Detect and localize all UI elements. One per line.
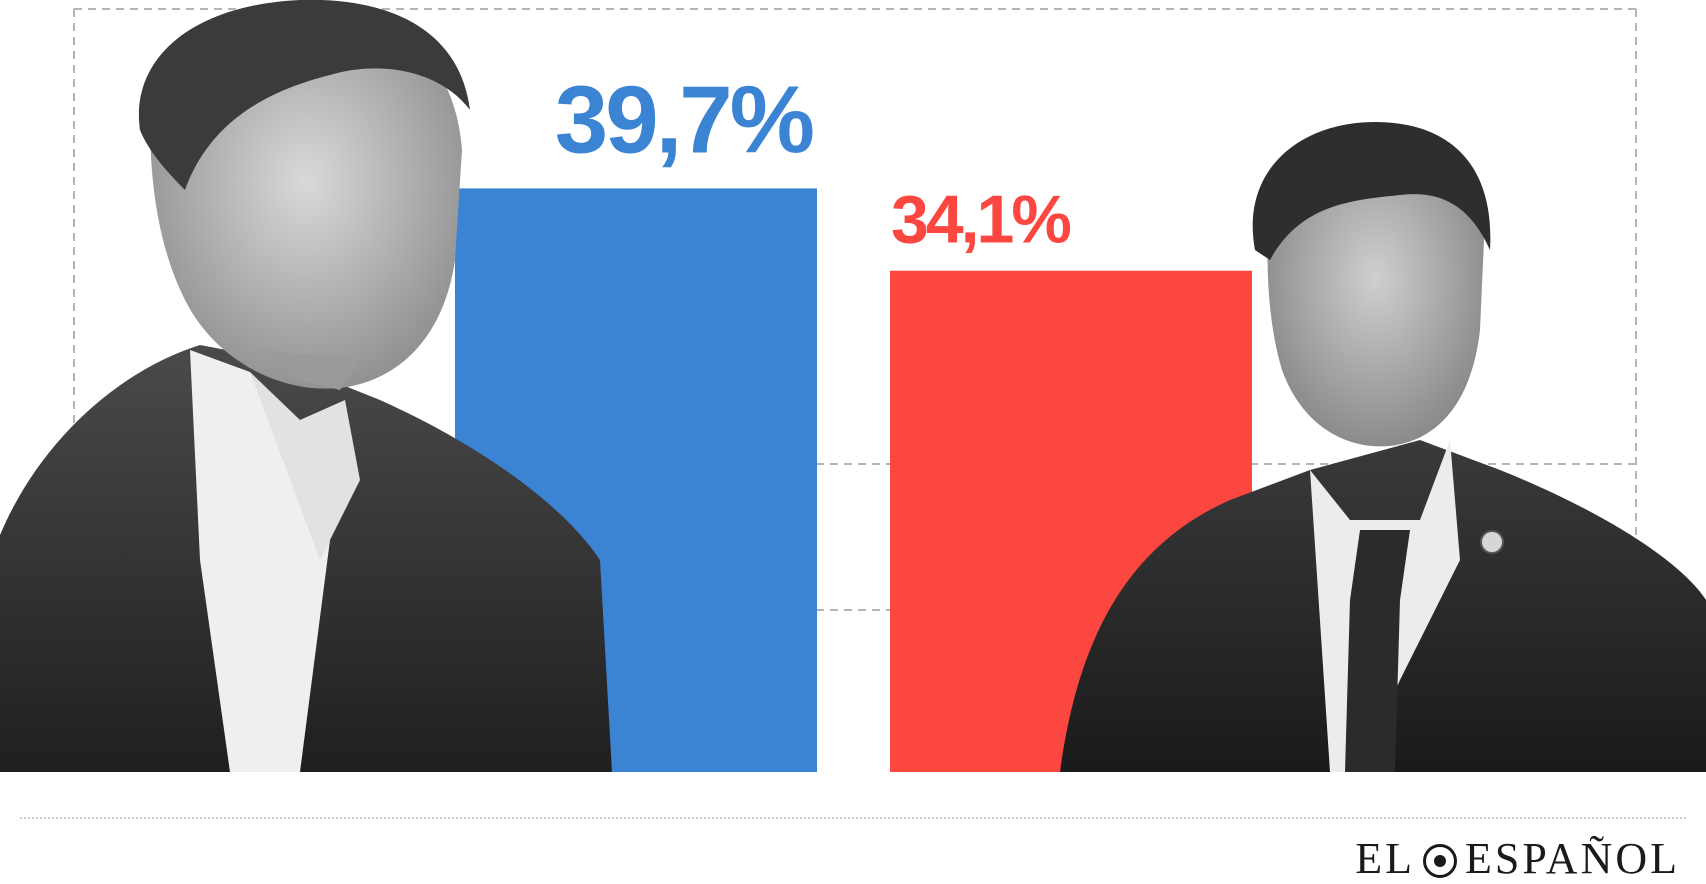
value-label-2: 34,1% (891, 182, 1070, 258)
footer-divider (20, 817, 1686, 819)
person-right-photo (1060, 122, 1706, 772)
chart-area: 39,7% 34,1% (0, 0, 1706, 772)
person-left-photo (0, 0, 612, 772)
value-label-group: 39,7% 34,1% (555, 66, 1074, 258)
value-label-1: 39,7% (555, 66, 813, 173)
brand-logo: EL ESPAÑOL (1355, 833, 1680, 884)
brand-left-text: EL (1355, 834, 1416, 883)
brand-right-text: ESPAÑOL (1465, 834, 1680, 883)
crest-icon (1423, 843, 1458, 878)
